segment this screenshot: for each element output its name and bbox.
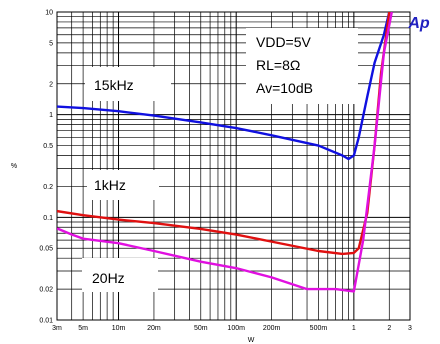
x-axis-label: W <box>248 337 255 344</box>
series-line-15khz <box>57 12 391 161</box>
x-tick-label: 20m <box>147 325 161 332</box>
x-tick-label: 3m <box>52 325 62 332</box>
y-axis-label: % <box>11 163 17 170</box>
y-tick-label: 0.1 <box>43 215 53 222</box>
label-box-1khz <box>87 170 159 200</box>
x-tick-label: 5m <box>78 325 88 332</box>
ap-logo: Ap <box>407 15 430 32</box>
condition-rl: RL=8Ω <box>256 57 300 73</box>
x-tick-label: 1 <box>352 325 356 332</box>
x-tick-label: 3 <box>408 325 412 332</box>
condition-av: Av=10dB <box>256 80 313 96</box>
x-tick-label: 500m <box>310 325 328 332</box>
y-tick-label: 0.02 <box>39 287 53 294</box>
ap-logo-text: Ap <box>407 15 430 32</box>
y-tick-label: 2 <box>49 81 53 88</box>
x-tick-label: 2 <box>387 325 391 332</box>
conditions-box <box>246 28 358 104</box>
y-tick-label: 0.5 <box>43 143 53 150</box>
plot-frame <box>56 11 411 321</box>
series-label-1khz: 1kHz <box>94 177 126 193</box>
y-tick-label: 0.01 <box>39 318 53 325</box>
y-tick-label: 10 <box>45 10 53 17</box>
y-tick-label: 0.2 <box>43 184 53 191</box>
series-label-15khz: 15kHz <box>94 77 134 93</box>
y-tick-label: 0.05 <box>39 246 53 253</box>
series-label-20hz: 20Hz <box>92 270 125 286</box>
y-tick-label: 5 <box>49 40 53 47</box>
x-axis-ticks: 3m 5m 10m 20m 50m 100m 200m 500m 1 2 3 <box>52 325 412 332</box>
y-tick-label: 1 <box>49 112 53 119</box>
condition-vdd: VDD=5V <box>256 34 312 50</box>
series <box>57 12 393 293</box>
x-tick-label: 100m <box>227 325 245 332</box>
y-axis-ticks: 10 5 2 1 0.5 0.2 0.1 0.05 0.02 0.01 <box>39 10 53 325</box>
x-tick-label: 200m <box>263 325 281 332</box>
series-line-20hz <box>57 12 393 293</box>
x-tick-label: 10m <box>112 325 126 332</box>
label-box-15khz <box>85 67 171 101</box>
label-box-20hz <box>82 258 158 292</box>
x-tick-label: 50m <box>194 325 208 332</box>
